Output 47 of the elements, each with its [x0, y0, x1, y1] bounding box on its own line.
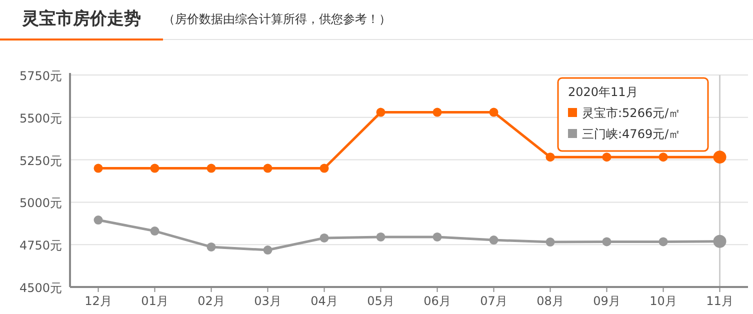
y-tick-label: 4750元 [19, 238, 62, 253]
legend-label: 灵宝市 [582, 106, 618, 120]
point [602, 152, 612, 162]
x-tick-label: 06月 [424, 294, 451, 308]
point [432, 108, 442, 117]
chart-title: 灵宝市房价走势 [22, 9, 141, 29]
y-tick-label: 5750元 [19, 69, 62, 83]
point [150, 226, 160, 236]
y-tick-label: 5000元 [19, 196, 62, 210]
point [320, 233, 329, 242]
chart-subtitle: （房价数据由综合计算所得，供您参考！） [163, 12, 391, 26]
point [94, 164, 103, 173]
x-tick-label: 07月 [480, 294, 508, 308]
x-tick-label: 08月 [536, 294, 564, 308]
point [206, 164, 216, 173]
point [263, 164, 272, 173]
y-tick-label: 5250元 [19, 154, 62, 168]
annotation: :4769元/㎡ [618, 127, 681, 141]
point [602, 237, 612, 246]
x-tick-label: 04月 [310, 294, 338, 308]
y-tick-label: 5500元 [19, 111, 62, 126]
point [658, 237, 668, 246]
point [546, 152, 555, 162]
point [489, 108, 498, 117]
point [658, 152, 668, 162]
x-tick-label: 03月 [254, 294, 282, 308]
x-tick-label: 12月 [84, 294, 112, 308]
x-tick-label: 02月 [198, 294, 225, 308]
point [206, 242, 216, 252]
y-tick-label: 4500元 [19, 281, 62, 295]
point [263, 246, 272, 255]
point [376, 108, 386, 117]
point [432, 232, 442, 242]
point [150, 164, 160, 173]
legend-title: 2020年11月 [568, 85, 638, 99]
x-tick-label: 05月 [367, 294, 394, 308]
point [94, 216, 103, 225]
x-tick-label: 10月 [650, 294, 677, 308]
point [376, 232, 386, 242]
point [546, 238, 555, 247]
x-tick-label: 01月 [141, 294, 168, 308]
x-tick-label: 09月 [593, 294, 620, 308]
legend-label: 三门峡 [582, 127, 618, 141]
point [489, 236, 498, 245]
point [320, 164, 329, 173]
annotation: :5266元/㎡ [618, 106, 681, 120]
x-tick-label: 11月 [706, 294, 734, 308]
